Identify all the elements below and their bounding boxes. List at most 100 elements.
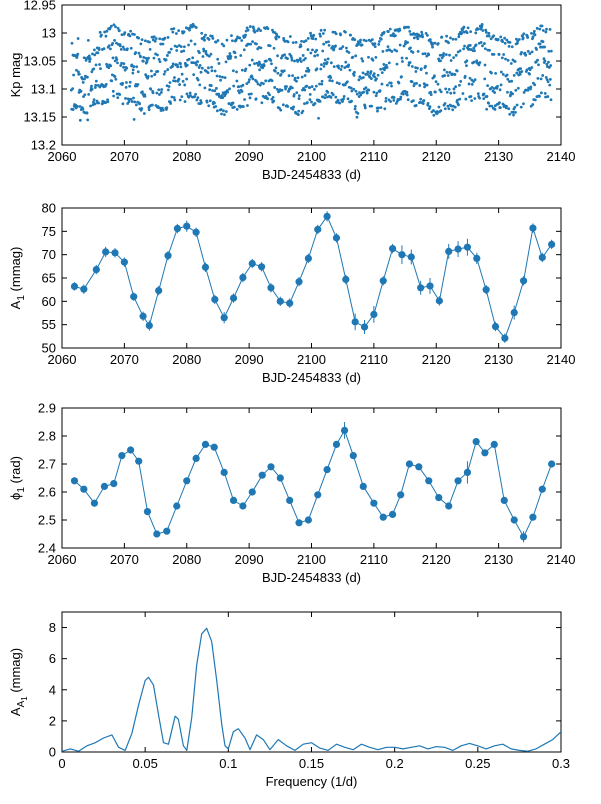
kp-point	[541, 29, 545, 32]
kp-point	[233, 51, 237, 55]
kp-point	[257, 27, 261, 31]
kp-point	[273, 86, 277, 89]
kp-point	[429, 90, 433, 94]
kp-point	[473, 49, 476, 53]
kp-point	[525, 68, 529, 72]
kp-point	[496, 84, 499, 88]
kp-point	[416, 50, 420, 53]
kp-point	[300, 75, 304, 79]
kp-point	[192, 73, 196, 77]
kp-point	[453, 72, 457, 76]
kp-point	[213, 101, 216, 105]
kp-point	[414, 104, 418, 107]
kp-point	[409, 46, 412, 50]
kp-point	[273, 69, 277, 73]
kp-point	[140, 107, 144, 110]
kp-point	[188, 91, 192, 95]
kp-point	[128, 80, 132, 84]
kp-point	[94, 79, 98, 83]
y-tick-label: 2.9	[38, 401, 56, 416]
kp-point	[79, 89, 83, 93]
kp-point	[235, 79, 239, 83]
kp-point	[229, 56, 232, 60]
kp-point	[549, 64, 553, 67]
kp-point	[433, 74, 436, 78]
kp-point	[528, 52, 532, 55]
kp-point	[217, 62, 221, 65]
kp-point	[347, 63, 351, 67]
kp-point	[139, 42, 143, 46]
kp-point	[316, 53, 319, 57]
kp-point	[499, 83, 503, 87]
kp-point	[353, 38, 357, 42]
kp-point	[312, 33, 316, 37]
kp-point	[78, 105, 82, 108]
kp-point	[507, 107, 511, 111]
kp-point	[419, 67, 423, 71]
kp-point	[234, 55, 238, 59]
kp-point	[157, 57, 161, 61]
kp-point	[447, 88, 451, 91]
kp-point	[194, 26, 198, 29]
kp-point	[123, 68, 127, 72]
kp-point	[517, 38, 521, 41]
kp-point	[370, 38, 374, 42]
kp-point	[507, 80, 511, 83]
kp-point	[187, 43, 190, 47]
kp-point	[231, 69, 235, 73]
kp-point	[92, 67, 96, 71]
kp-point	[422, 99, 426, 102]
kp-point	[155, 91, 159, 95]
kp-point	[466, 26, 470, 30]
kp-point	[389, 100, 392, 103]
kp-point	[540, 24, 544, 28]
kp-point	[207, 54, 211, 58]
kp-point	[544, 95, 547, 99]
kp-point	[112, 94, 116, 98]
kp-point	[449, 91, 453, 95]
x-tick-label: 2120	[422, 552, 451, 567]
kp-point	[131, 68, 135, 72]
kp-point	[196, 96, 200, 100]
kp-point	[439, 59, 442, 63]
kp-point	[125, 66, 129, 70]
kp-point	[352, 87, 356, 91]
kp-point	[283, 39, 287, 43]
kp-point	[259, 29, 262, 32]
kp-point	[286, 40, 290, 44]
kp-point	[251, 77, 255, 81]
kp-point	[252, 26, 255, 30]
kp-point	[392, 96, 396, 99]
kp-point	[313, 54, 317, 58]
kp-point	[535, 48, 538, 51]
kp-point	[268, 93, 271, 97]
data-point	[435, 494, 443, 502]
kp-point	[141, 59, 145, 63]
kp-point	[342, 97, 345, 101]
kp-point	[347, 51, 351, 54]
kp-point	[506, 58, 510, 62]
kp-point	[443, 74, 447, 77]
kp-point	[147, 108, 151, 112]
data-point	[267, 284, 275, 292]
kp-point	[469, 95, 473, 98]
kp-point	[242, 48, 246, 52]
kp-point	[531, 103, 535, 106]
data-point	[548, 240, 556, 248]
kp-point	[457, 103, 460, 107]
kp-point	[424, 64, 427, 68]
kp-point	[349, 86, 353, 90]
kp-point	[78, 118, 82, 122]
data-point	[210, 443, 218, 451]
kp-point	[118, 93, 122, 96]
kp-point	[223, 76, 227, 80]
kp-point	[188, 28, 191, 32]
kp-point	[196, 60, 199, 63]
kp-point	[98, 63, 101, 66]
kp-point	[301, 109, 305, 113]
kp-point	[483, 42, 486, 45]
kp-point	[486, 84, 490, 88]
kp-point	[515, 71, 519, 75]
kp-point	[152, 35, 156, 39]
kp-point	[434, 80, 438, 84]
